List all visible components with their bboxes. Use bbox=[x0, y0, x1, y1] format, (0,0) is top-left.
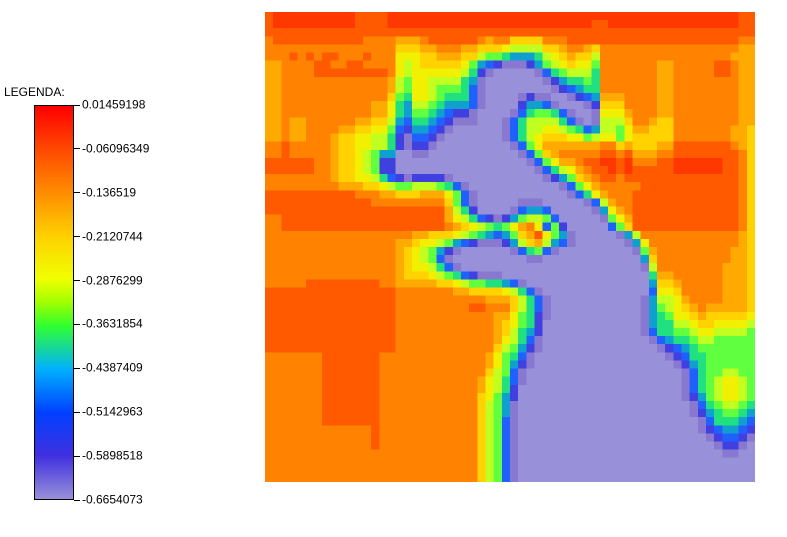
legend-body: 0.01459198-0.06096349-0.136519-0.2120744… bbox=[4, 105, 164, 500]
legend-tick-label: -0.4387409 bbox=[82, 362, 143, 374]
legend-tick-label: -0.3631854 bbox=[82, 318, 143, 330]
legend-ticks: 0.01459198-0.06096349-0.136519-0.2120744… bbox=[74, 105, 164, 500]
legend: LEGENDA: 0.01459198-0.06096349-0.136519-… bbox=[4, 85, 164, 500]
legend-tick-label: -0.136519 bbox=[82, 186, 136, 198]
legend-tick-label: -0.5142963 bbox=[82, 406, 143, 418]
legend-tick-label: -0.2876299 bbox=[82, 274, 143, 286]
legend-tick-label: -0.2120744 bbox=[82, 230, 143, 242]
legend-colorbar bbox=[34, 105, 74, 500]
legend-tick-label: -0.6654073 bbox=[82, 494, 143, 506]
heatmap bbox=[265, 12, 755, 482]
legend-tick-label: 0.01459198 bbox=[82, 99, 145, 111]
legend-tick-label: -0.5898518 bbox=[82, 450, 143, 462]
legend-tick-label: -0.06096349 bbox=[82, 142, 149, 154]
